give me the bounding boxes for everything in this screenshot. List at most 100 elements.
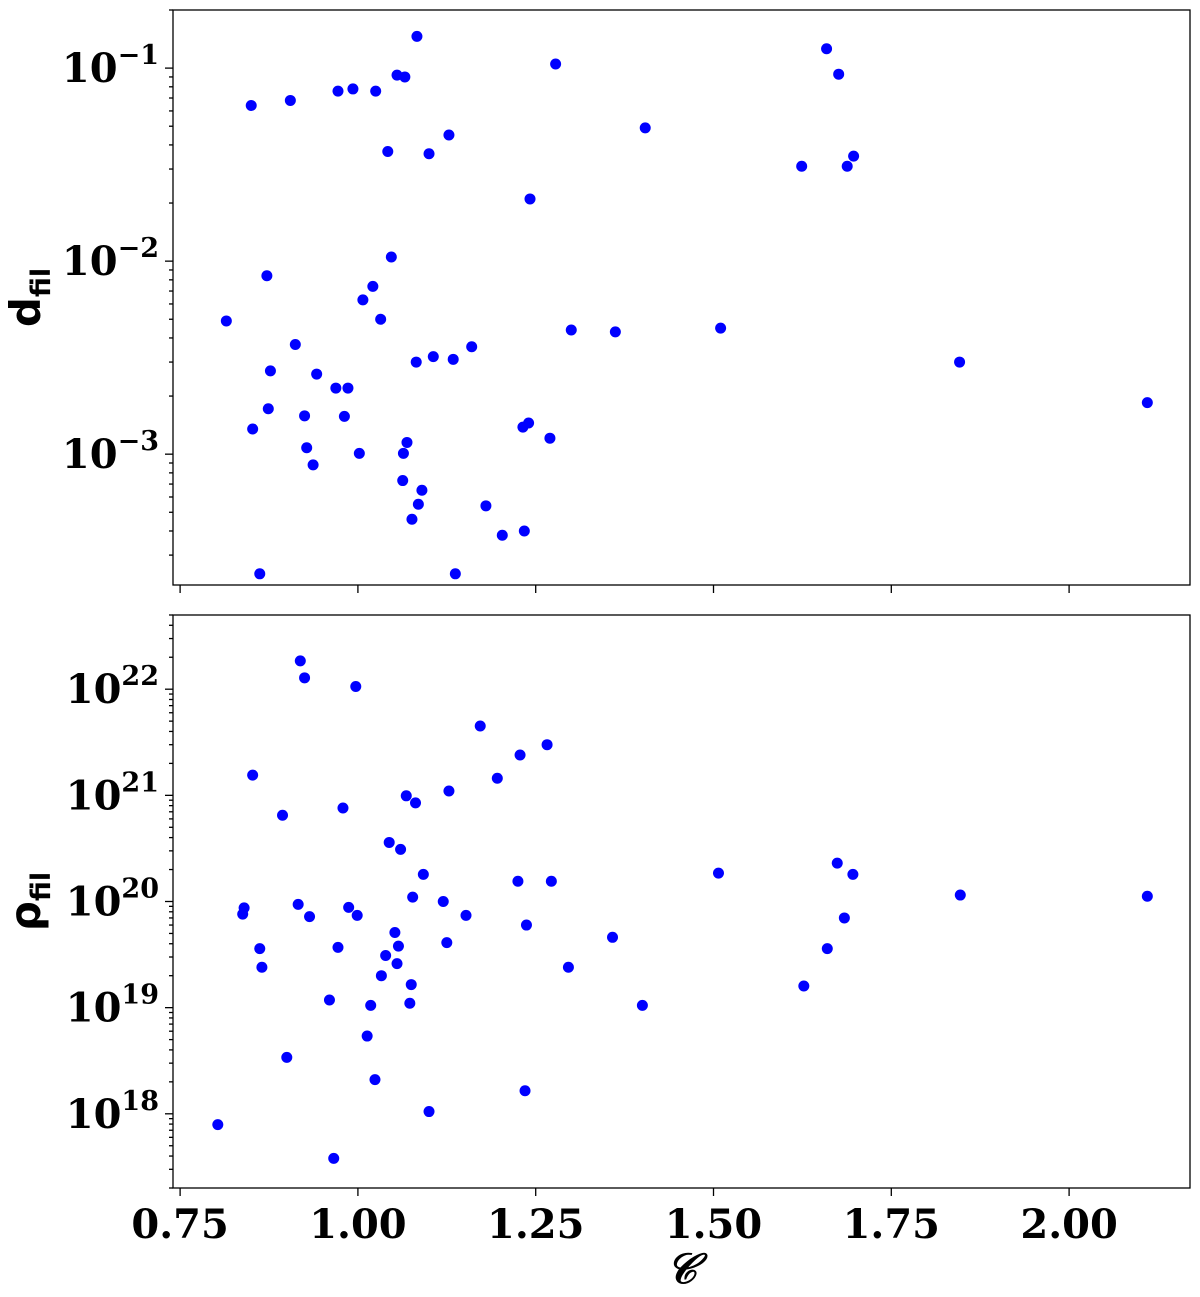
data-point <box>550 58 562 70</box>
data-point <box>357 294 369 306</box>
data-point <box>299 410 311 422</box>
data-point <box>361 1030 373 1042</box>
data-point <box>261 270 273 282</box>
data-point <box>342 382 354 394</box>
data-point <box>395 843 407 855</box>
data-point <box>518 525 530 537</box>
data-point <box>447 353 459 365</box>
data-point <box>299 672 311 684</box>
data-point <box>406 513 418 525</box>
data-point <box>847 868 859 880</box>
y-tick-label: 1018 <box>66 1086 159 1138</box>
data-point <box>407 891 419 903</box>
x-tick-label: 1.75 <box>843 1201 940 1248</box>
data-point <box>565 324 577 336</box>
data-point <box>441 937 453 949</box>
data-point <box>264 365 276 377</box>
data-point <box>544 432 556 444</box>
y-tick-label: 1019 <box>66 980 159 1032</box>
data-point <box>404 997 416 1009</box>
data-point <box>330 382 342 394</box>
data-point <box>833 68 845 80</box>
plot-frame <box>172 614 1191 1189</box>
data-point <box>220 315 232 327</box>
data-point <box>245 100 257 112</box>
x-tick-label: 1.25 <box>487 1201 584 1248</box>
data-point <box>423 148 435 160</box>
data-point <box>397 475 409 487</box>
data-point <box>262 403 274 415</box>
data-point <box>466 341 478 353</box>
data-point <box>385 251 397 263</box>
data-point <box>821 943 833 955</box>
data-point <box>412 498 424 510</box>
data-point <box>405 979 417 991</box>
data-point <box>496 529 508 541</box>
y-tick-label: 10−2 <box>62 233 159 285</box>
data-point <box>347 83 359 95</box>
data-point <box>350 681 362 693</box>
data-point <box>391 958 403 970</box>
data-point <box>519 1085 531 1097</box>
data-point <box>332 85 344 97</box>
data-point <box>427 351 439 363</box>
data-point <box>337 802 349 814</box>
x-tick-label: 1.50 <box>665 1201 762 1248</box>
data-point <box>389 927 401 939</box>
data-point <box>410 797 422 809</box>
data-point <box>480 500 492 512</box>
data-point <box>514 749 526 761</box>
data-point <box>397 447 409 459</box>
data-point <box>281 1051 293 1063</box>
data-point <box>383 836 395 848</box>
data-point <box>247 769 259 781</box>
data-point <box>410 356 422 368</box>
data-point <box>238 902 250 914</box>
y-tick-label: 10−1 <box>62 40 159 92</box>
data-point <box>437 896 449 907</box>
data-point <box>541 739 553 751</box>
data-point <box>417 868 429 880</box>
data-point <box>607 931 619 943</box>
data-point <box>323 994 335 1006</box>
data-point <box>512 875 524 887</box>
data-point <box>411 30 423 42</box>
data-point <box>365 999 377 1011</box>
data-point <box>712 867 724 879</box>
plot-frame <box>172 9 1191 586</box>
y-axis-label: ρfil <box>1 872 57 931</box>
data-point <box>332 941 344 953</box>
data-point <box>353 447 365 459</box>
data-point <box>284 94 296 106</box>
data-point <box>392 940 404 952</box>
data-point <box>639 122 651 134</box>
data-point <box>328 1152 340 1164</box>
data-point <box>343 901 355 913</box>
data-point <box>370 85 382 97</box>
data-point <box>292 898 304 910</box>
data-point <box>212 1119 224 1131</box>
data-point <box>443 129 455 141</box>
data-point <box>338 410 350 422</box>
x-tick-label: 1.00 <box>309 1201 406 1248</box>
data-point <box>449 568 461 580</box>
data-point <box>838 912 850 924</box>
data-point <box>545 875 557 887</box>
data-point <box>401 436 413 448</box>
y-tick-label: 1021 <box>66 767 159 819</box>
data-point <box>289 338 301 350</box>
data-point <box>400 790 412 802</box>
data-point <box>954 356 966 368</box>
data-point <box>254 943 266 955</box>
data-point <box>304 911 316 923</box>
data-point <box>351 909 363 921</box>
data-point <box>715 322 727 334</box>
data-point <box>423 1106 435 1118</box>
data-point <box>841 160 853 172</box>
data-point <box>375 313 387 325</box>
data-point <box>636 999 648 1011</box>
top-panel-d-fil: 10−1 10−2 10−3 dfil <box>1 9 1191 593</box>
data-point <box>562 961 574 973</box>
data-point <box>460 909 472 921</box>
